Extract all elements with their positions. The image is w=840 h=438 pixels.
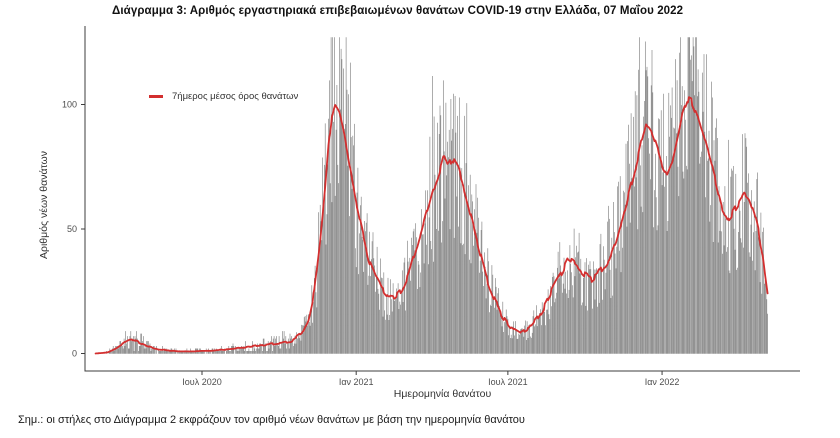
x-tick-label: Ιουλ 2020 (182, 377, 221, 387)
x-tick-label: Ιαν 2022 (645, 377, 680, 387)
axes-lines (84, 26, 800, 372)
y-tick-label: 100 (62, 100, 77, 110)
page-title: Διάγραμμα 3: Αριθμός εργαστηριακά επιβεβ… (112, 5, 684, 17)
y-tick-label: 50 (67, 224, 77, 234)
daily-deaths-bars (106, 37, 768, 354)
y-tick-label: 0 (72, 349, 77, 359)
legend-line-swatch (149, 95, 163, 98)
y-axis-title: Αριθμός νέων θανάτων (38, 151, 50, 259)
x-axis-title: Ημερομηνία θανάτου (393, 388, 492, 400)
footnote: Σημ.: οι στήλες στο Διάγραμμα 2 εκφράζου… (18, 414, 525, 426)
x-tick-label: Ιουλ 2021 (488, 377, 527, 387)
legend: 7ήμερος μέσος όρος θανάτων (149, 91, 298, 102)
x-tick-label: Ιαν 2021 (339, 377, 374, 387)
legend-label: 7ήμερος μέσος όρος θανάτων (172, 91, 299, 102)
moving-average-line (94, 96, 769, 355)
